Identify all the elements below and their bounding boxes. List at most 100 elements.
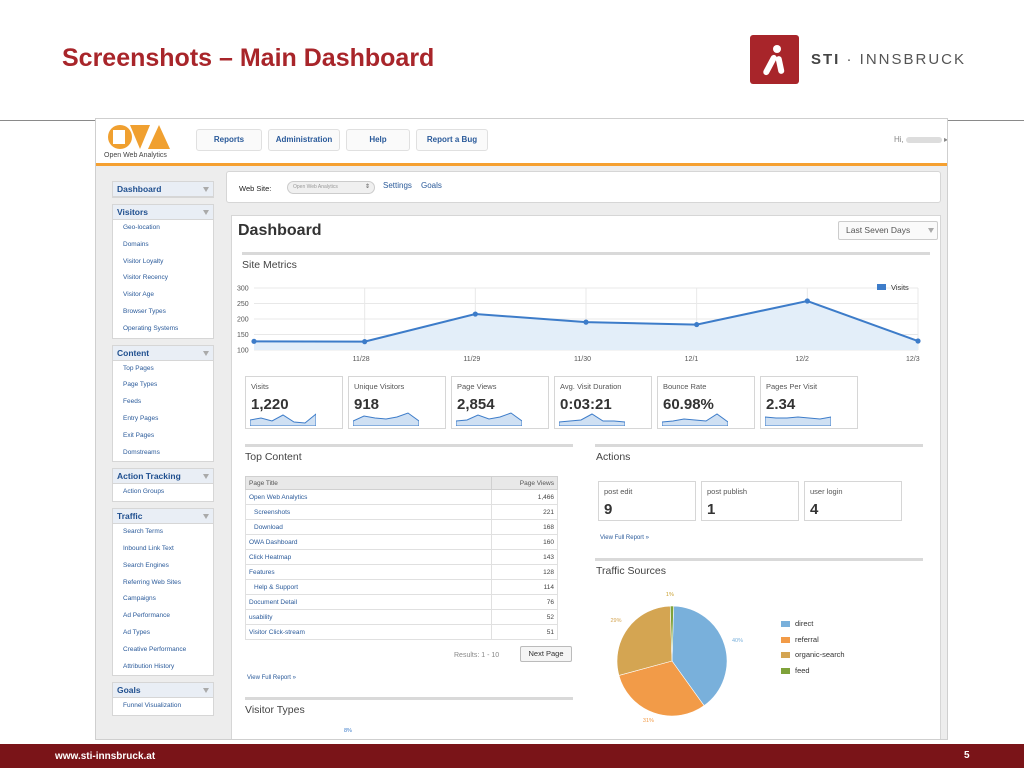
page-title-link[interactable]: Screenshots [245,504,492,520]
metric-avg-visit-duration[interactable]: Avg. Visit Duration 0:03:21 [554,376,652,429]
visits-point[interactable] [251,338,257,344]
page-title-link[interactable]: Open Web Analytics [245,489,492,505]
visits-point[interactable] [362,339,368,345]
metric-visits[interactable]: Visits 1,220 [245,376,343,429]
metric-page-views[interactable]: Page Views 2,854 [451,376,549,429]
legend-item-referral[interactable]: referral [781,635,819,645]
metric-value: 2,854 [457,396,495,413]
sidebar-item-action-groups[interactable]: Action Groups [123,488,165,496]
sidebar-item-entry-pages[interactable]: Entry Pages [123,414,159,422]
sidebar-heading-action-tracking[interactable]: Action Tracking [113,469,213,485]
visits-point[interactable] [804,298,810,304]
sidebar-item-exit-pages[interactable]: Exit Pages [123,431,155,439]
pie-value-label-referral: 31% [642,718,654,725]
actions-view-full-report-link[interactable]: View Full Report » [600,535,649,541]
legend-item-direct[interactable]: direct [781,619,813,629]
action-post-edit[interactable]: post edit 9 [598,481,696,521]
collapse-arrow-icon[interactable] [203,350,209,356]
metric-pages-per-visit[interactable]: Pages Per Visit 2.34 [760,376,858,429]
sidebar-item-funnel-visualization[interactable]: Funnel Visualization [123,702,182,710]
sidebar-heading-goals[interactable]: Goals [113,683,213,699]
column-header-page-title[interactable]: Page Title [245,476,492,490]
sidebar-item-referring-web-sites[interactable]: Referring Web Sites [123,578,182,586]
sidebar-heading-content[interactable]: Content [113,345,213,361]
collapse-arrow-icon[interactable] [203,688,209,694]
sparkline-area [456,412,522,426]
owa-logo[interactable]: Open Web Analytics [104,122,172,159]
sidebar-heading-dashboard[interactable]: Dashboard [113,182,213,197]
visits-point[interactable] [583,319,589,325]
metric-bounce-rate[interactable]: Bounce Rate 60.98% [657,376,755,429]
sidebar-item-domains[interactable]: Domains [123,240,149,248]
nav-report-a-bug[interactable]: Report a Bug [416,129,488,151]
page-title-link[interactable]: OWA Dashboard [245,534,492,550]
footer-url[interactable]: www.sti-innsbruck.at [55,751,156,762]
collapse-arrow-icon[interactable] [203,187,209,192]
sidebar-item-visitor-recency[interactable]: Visitor Recency [123,274,169,282]
title-rule-left [0,120,95,121]
pie-slice-referral[interactable] [618,660,705,717]
visits-point[interactable] [694,321,700,328]
sidebar-item-creative-performance[interactable]: Creative Performance [123,645,187,653]
legend-item-feed[interactable]: feed [781,666,810,676]
user-menu[interactable]: Hi, ▸ [894,135,948,144]
dashboard-panel: Dashboard Last Seven Days Site Metrics 1… [231,215,941,739]
action-user-login[interactable]: user login 4 [804,481,902,521]
next-page-button[interactable]: Next Page [520,646,572,662]
page-title-link[interactable]: Document Detail [245,594,492,610]
pie-slice-direct[interactable] [671,605,728,707]
sidebar-item-search-terms[interactable]: Search Terms [123,528,163,536]
pie-slice-organic-search[interactable] [616,605,673,676]
page-title-link[interactable]: Help & Support [245,579,492,595]
sidebar-item-ad-performance[interactable]: Ad Performance [123,612,170,620]
sidebar-item-visitor-age[interactable]: Visitor Age [123,291,154,299]
page-title-link[interactable]: Download [245,519,492,535]
visits-point[interactable] [915,338,921,344]
collapse-arrow-icon[interactable] [203,210,209,215]
date-range-select[interactable]: Last Seven Days [838,221,938,240]
sidebar-item-inbound-link-text[interactable]: Inbound Link Text [123,544,174,552]
owa-logo-text: Open Web Analytics [104,152,167,159]
sidebar-item-feeds[interactable]: Feeds [123,398,142,406]
sidebar-item-top-pages[interactable]: Top Pages [123,364,154,372]
page-title-link[interactable]: Click Heatmap [245,549,492,565]
sparkline-area [353,412,419,426]
legend-label: feed [795,665,810,675]
action-post-publish[interactable]: post publish 1 [701,481,799,521]
sidebar-heading-visitors[interactable]: Visitors [113,205,213,220]
action-label: post edit [604,487,633,496]
settings-link[interactable]: Settings [383,181,412,190]
sidebar-heading-traffic[interactable]: Traffic [113,509,213,525]
sidebar-item-ad-types[interactable]: Ad Types [123,628,150,636]
column-header-page-views[interactable]: Page Views [491,476,558,490]
legend-item-organic-search[interactable]: organic-search [781,650,845,660]
sidebar-item-visitor-loyalty[interactable]: Visitor Loyalty [123,257,164,265]
nav-administration[interactable]: Administration [268,129,340,151]
sidebar-item-browser-types[interactable]: Browser Types [123,307,166,315]
visits-point[interactable] [472,311,478,317]
select-arrows-icon: ⇕ [364,184,370,190]
page-title-link[interactable]: Visitor Click-stream [245,624,492,640]
sidebar-item-operating-systems[interactable]: Operating Systems [123,324,179,332]
page-title-link[interactable]: usability [245,609,492,625]
sidebar-item-domstreams[interactable]: Domstreams [123,448,160,456]
sidebar-item-attribution-history[interactable]: Attribution History [123,662,175,670]
sidebar-item-campaigns[interactable]: Campaigns [123,595,156,603]
nav-reports[interactable]: Reports [196,129,262,151]
view-full-report-link[interactable]: View Full Report » [247,675,296,681]
collapse-arrow-icon[interactable] [203,514,209,520]
sidebar-item-geo-location[interactable]: Geo-location [123,224,160,231]
goals-link[interactable]: Goals [421,181,442,190]
nav-help[interactable]: Help [346,129,410,151]
metric-label: Bounce Rate [663,382,707,391]
sidebar-item-search-engines[interactable]: Search Engines [123,561,169,569]
site-select[interactable]: Open Web Analytics ⇕ [287,181,375,194]
sidebar-section-visitors: Visitors Geo-location Domains Visitor Loyal… [112,204,214,339]
x-tick-label: 12/3 [906,356,920,363]
metric-unique-visitors[interactable]: Unique Visitors 918 [348,376,446,429]
pie-slice-feed[interactable] [669,605,674,662]
collapse-arrow-icon[interactable] [203,474,209,480]
page-title-link[interactable]: Features [245,564,492,580]
sidebar-item-page-types[interactable]: Page Types [123,381,158,389]
